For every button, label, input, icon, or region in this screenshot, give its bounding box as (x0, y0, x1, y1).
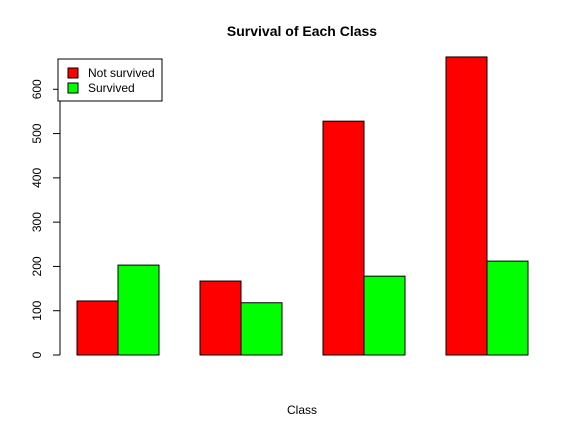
y-tick-label: 0 (30, 351, 44, 358)
bar-survived (117, 264, 160, 356)
legend-swatch (67, 82, 79, 94)
bar-not-survived (322, 120, 365, 356)
bar-survived (240, 302, 283, 356)
bar-survived (363, 275, 406, 356)
legend-swatch (67, 67, 79, 79)
y-axis: 0 100 200 300 400 500 600 (30, 79, 61, 358)
bar-not-survived (76, 300, 119, 356)
legend-box (57, 58, 163, 102)
y-tick-label: 100 (30, 300, 44, 320)
bars-group (76, 56, 529, 356)
y-tick-label: 400 (30, 168, 44, 188)
y-tick-label: 300 (30, 212, 44, 232)
bar-not-survived (445, 56, 488, 356)
legend-label: Survived (88, 81, 135, 95)
bar-not-survived (199, 280, 242, 356)
bar-survived (486, 260, 529, 356)
chart-title: Survival of Each Class (227, 23, 377, 39)
y-tick-label: 500 (30, 123, 44, 143)
legend-label: Not survived (88, 66, 155, 80)
y-tick-label: 200 (30, 256, 44, 276)
x-axis-label: Class (287, 403, 317, 417)
y-tick-label: 600 (30, 79, 44, 99)
